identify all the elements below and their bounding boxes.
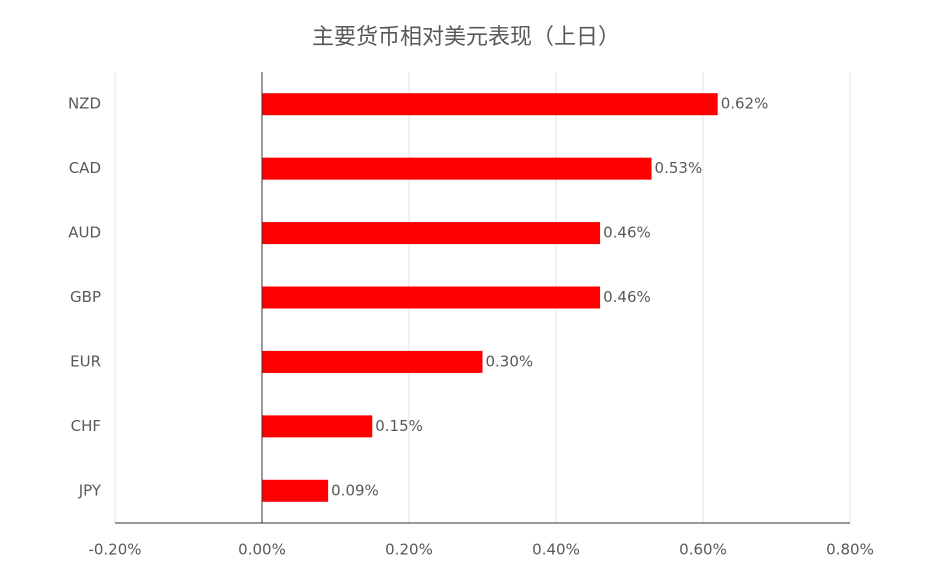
bar [262,479,329,502]
data-label: 0.09% [331,481,379,499]
data-label: 0.46% [603,224,651,242]
x-tick-label: -0.20% [88,541,141,559]
bar [262,157,652,180]
bar [262,286,601,309]
data-label: 0.46% [603,288,651,306]
x-tick-label: 0.40% [532,541,580,559]
data-label: 0.15% [375,417,423,435]
data-label: 0.53% [655,159,703,177]
y-tick-label: EUR [70,352,101,370]
x-tick-label: 0.60% [679,541,727,559]
y-tick-label: NZD [68,95,101,113]
x-tick-label: 0.80% [826,541,874,559]
chart-title: 主要货币相对美元表现（上日） [312,25,620,50]
y-tick-label: AUD [68,224,101,242]
bar [262,93,718,116]
bar [262,415,373,438]
y-tick-label: CAD [69,159,101,177]
x-tick-label: 0.00% [238,541,286,559]
bar [262,350,483,373]
data-label: 0.30% [486,352,534,370]
data-label: 0.62% [721,95,769,113]
y-tick-label: CHF [71,417,101,435]
y-tick-label: JPY [78,481,102,499]
y-tick-label: GBP [70,288,101,306]
x-tick-label: 0.20% [385,541,433,559]
bar [262,222,601,245]
